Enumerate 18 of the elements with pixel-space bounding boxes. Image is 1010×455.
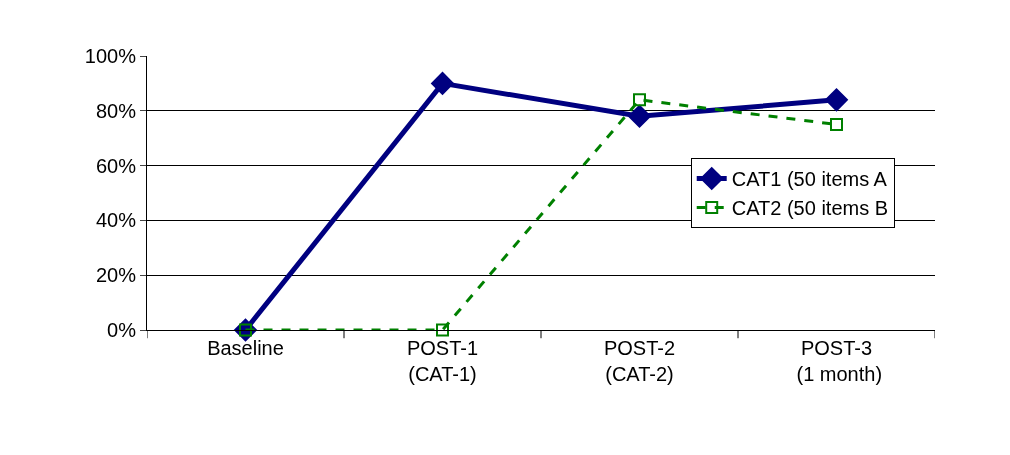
point xyxy=(825,88,848,112)
point xyxy=(633,93,646,107)
point xyxy=(436,323,449,337)
y-tick-label: 80% xyxy=(95,99,137,122)
x-tick-label: Baseline xyxy=(207,337,284,359)
y-tick-label: 20% xyxy=(95,264,137,287)
point xyxy=(628,104,651,128)
y-tick-label: 100% xyxy=(84,45,137,67)
legend-label: CAT1 (50 items A xyxy=(731,168,888,191)
y-tick-label: 40% xyxy=(95,209,137,232)
point xyxy=(431,72,454,95)
x-tick-label: POST-3 (1 month) xyxy=(790,337,883,385)
point xyxy=(830,118,843,131)
x-tick-label: POST-1 (CAT-1) xyxy=(406,337,479,385)
legend-label: CAT2 (50 items B xyxy=(731,197,889,220)
x-tick-label: POST-2 (CAT-2) xyxy=(603,337,676,385)
y-tick-label: 60% xyxy=(95,154,137,177)
y-tick-label: 0% xyxy=(107,319,137,341)
